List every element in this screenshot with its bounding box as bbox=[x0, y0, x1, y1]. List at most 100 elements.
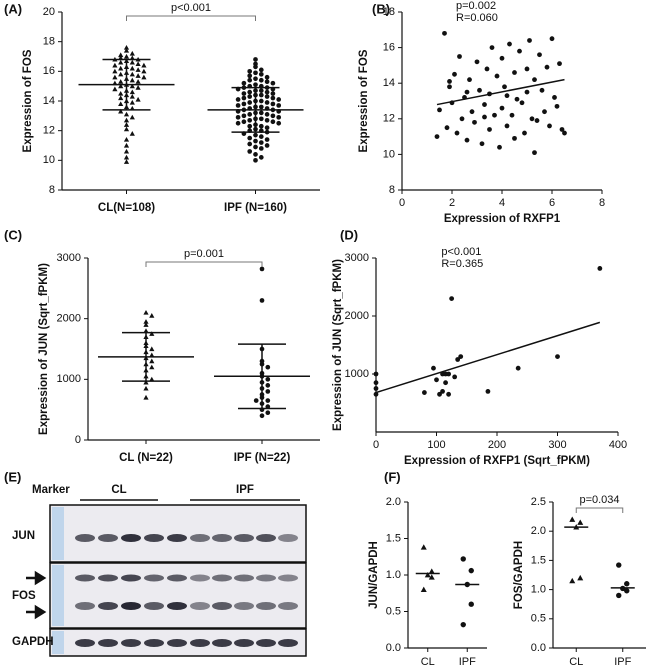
data-point bbox=[129, 50, 135, 56]
data-point bbox=[467, 77, 472, 83]
annotation: p=0.034 bbox=[579, 494, 619, 506]
data-point bbox=[509, 112, 515, 118]
data-point bbox=[149, 346, 155, 352]
y-tick-label: 2.0 bbox=[531, 525, 546, 537]
data-point bbox=[519, 100, 525, 106]
data-point bbox=[539, 87, 545, 93]
data-point bbox=[253, 132, 258, 138]
data-point bbox=[253, 70, 258, 76]
data-point bbox=[118, 79, 124, 84]
blot-band bbox=[121, 534, 141, 542]
significance-bracket bbox=[575, 507, 624, 513]
data-point bbox=[264, 125, 270, 131]
data-point bbox=[149, 358, 155, 364]
data-point bbox=[537, 52, 542, 58]
data-point bbox=[149, 376, 155, 382]
blot-band bbox=[75, 602, 95, 610]
y-axis-label: Expression of FOS bbox=[22, 49, 34, 152]
data-point bbox=[112, 62, 118, 68]
data-point bbox=[123, 126, 130, 132]
data-point bbox=[440, 389, 445, 394]
y-tick-label: 14 bbox=[43, 95, 55, 107]
data-point bbox=[265, 376, 271, 382]
data-point bbox=[258, 155, 264, 160]
blot-band bbox=[121, 574, 141, 582]
blot-band bbox=[190, 534, 210, 542]
data-point bbox=[270, 101, 276, 107]
data-point bbox=[512, 70, 517, 75]
data-point bbox=[264, 79, 270, 85]
panel-label: (B) bbox=[372, 1, 390, 16]
data-point bbox=[247, 117, 253, 123]
y-tick-label: 0 bbox=[75, 434, 81, 446]
data-point bbox=[143, 385, 149, 391]
data-point bbox=[624, 588, 630, 594]
data-point bbox=[428, 568, 435, 574]
y-tick-label: 10 bbox=[43, 154, 55, 166]
data-point bbox=[123, 45, 130, 50]
data-point bbox=[258, 98, 264, 104]
data-point bbox=[276, 103, 282, 108]
data-point bbox=[264, 100, 270, 105]
blot-band bbox=[144, 574, 164, 582]
data-point bbox=[259, 413, 265, 419]
data-point bbox=[241, 91, 247, 96]
data-point bbox=[247, 100, 253, 105]
x-tick-label: 6 bbox=[549, 197, 555, 209]
data-point bbox=[529, 116, 535, 122]
row-label: GAPDH bbox=[12, 636, 54, 648]
blot-band bbox=[278, 574, 298, 582]
data-point bbox=[241, 95, 247, 101]
data-point bbox=[118, 90, 124, 96]
data-point bbox=[264, 137, 270, 142]
blot-band bbox=[278, 639, 298, 647]
data-point bbox=[264, 117, 270, 123]
blot-band bbox=[167, 602, 187, 610]
data-point bbox=[532, 77, 537, 83]
data-point bbox=[446, 391, 451, 397]
data-point bbox=[512, 135, 517, 141]
data-point bbox=[235, 103, 241, 108]
data-point bbox=[129, 93, 135, 99]
panel-label: (C) bbox=[4, 227, 22, 242]
blot-band bbox=[167, 639, 187, 647]
data-point bbox=[514, 96, 520, 102]
blot-band bbox=[121, 639, 141, 647]
x-tick-label: 8 bbox=[599, 197, 605, 209]
data-point bbox=[554, 103, 560, 109]
data-point bbox=[258, 146, 264, 151]
data-point bbox=[452, 71, 457, 77]
blot-band bbox=[190, 574, 210, 582]
data-point bbox=[149, 331, 155, 336]
data-point bbox=[247, 94, 253, 99]
y-tick-label: 12 bbox=[43, 125, 55, 137]
data-point bbox=[474, 59, 480, 65]
data-point bbox=[552, 95, 557, 100]
data-point bbox=[265, 398, 271, 403]
x-tick-label: CL bbox=[421, 656, 435, 666]
data-point bbox=[118, 71, 124, 77]
x-tick-label: CL bbox=[569, 656, 583, 666]
data-point bbox=[264, 112, 270, 117]
data-point bbox=[444, 125, 450, 131]
data-point bbox=[504, 93, 510, 99]
data-point bbox=[258, 140, 264, 145]
data-point bbox=[458, 354, 464, 359]
y-tick-label: 16 bbox=[383, 42, 395, 54]
blot-band bbox=[98, 639, 118, 647]
data-point bbox=[135, 85, 141, 90]
blot-band bbox=[212, 639, 232, 647]
x-tick-label: 0 bbox=[399, 197, 405, 209]
data-point bbox=[460, 556, 466, 562]
data-point bbox=[123, 117, 130, 123]
data-point bbox=[447, 84, 452, 90]
y-tick-label: 0.5 bbox=[531, 613, 546, 625]
data-point bbox=[507, 41, 512, 47]
data-point bbox=[373, 380, 379, 386]
data-point bbox=[265, 383, 271, 388]
significance-bracket bbox=[145, 261, 263, 267]
data-point bbox=[129, 89, 135, 95]
data-point bbox=[247, 73, 253, 79]
y-tick-label: 1.5 bbox=[386, 532, 401, 544]
